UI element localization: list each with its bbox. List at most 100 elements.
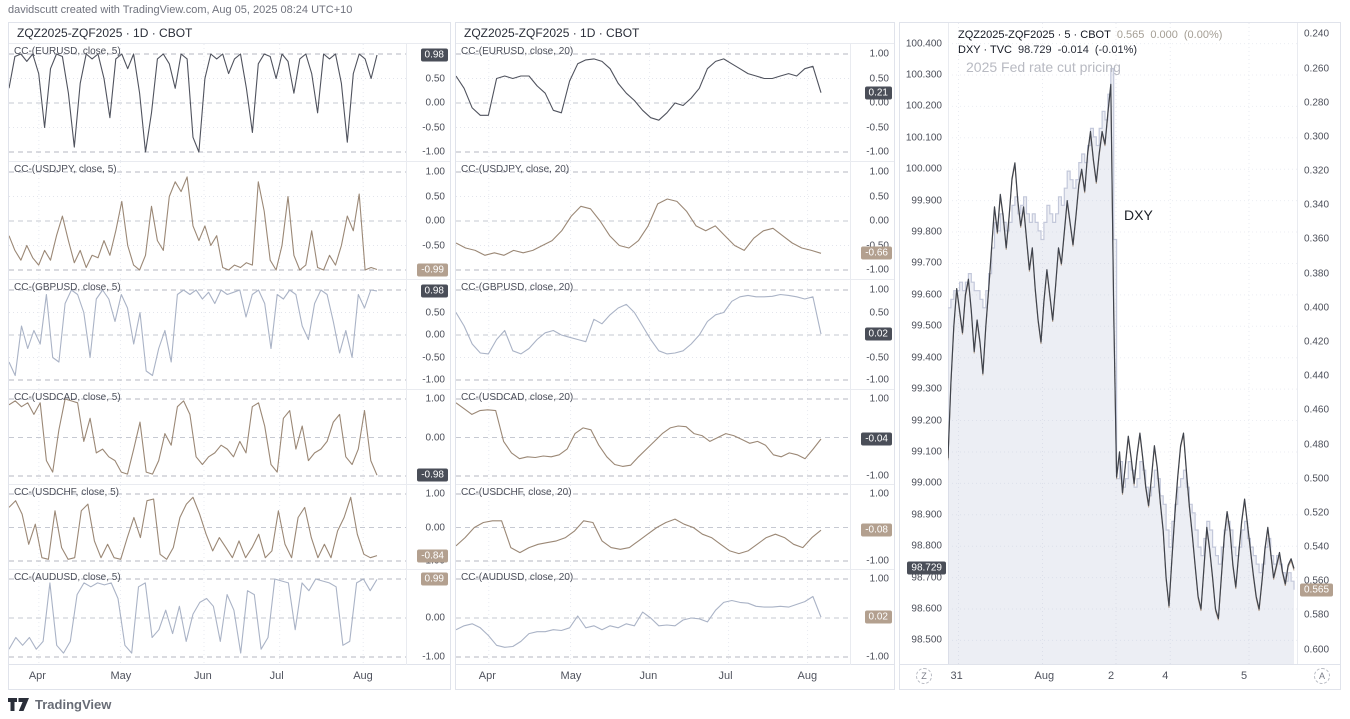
- cc-panel-6: CC-(AUDUSD, close, 5)1.000.00-1.000.99: [9, 569, 450, 666]
- cc-panel-plot[interactable]: [9, 162, 407, 280]
- time-axis-label: Aug: [353, 670, 373, 682]
- cc-panel-title: CC-(AUDUSD, close, 5): [14, 572, 121, 583]
- cc-panel-plot[interactable]: [456, 570, 851, 666]
- cc-panel-3: CC-(GBPUSD, close, 20)1.000.500.00-0.50-…: [456, 279, 894, 390]
- cc20-chart: ZQZ2025-ZQF2025 · 1D · CBOT CC-(EURUSD, …: [455, 22, 895, 690]
- time-axis-label: Jul: [718, 670, 733, 682]
- cc-value-axis[interactable]: 1.000.00-1.000.02: [850, 570, 894, 665]
- zq-last-value: 0.565: [1116, 29, 1145, 41]
- last-value-badge: -0.66: [861, 246, 892, 260]
- dxy-axis-tick: 100.400: [905, 38, 942, 50]
- dxy-axis-tick: 99.100: [911, 446, 942, 458]
- cc-value-axis[interactable]: 1.00 0.50 0.00 -0.50 -1.00 0.21: [850, 44, 894, 161]
- attribution-text: davidscutt created with TradingView.com,…: [8, 4, 353, 16]
- axis-tick-label: 0.00: [869, 97, 889, 109]
- dxy-change-pct: (-0.01%): [1094, 44, 1138, 56]
- cc-panel-plot[interactable]: [9, 485, 407, 570]
- cc-line-CC-(AUDUSD, close, 20): [456, 595, 822, 648]
- last-value-badge: -0.08: [861, 523, 892, 537]
- dxy-price-axis[interactable]: 100.400 100.300 100.200 100.100 100.000 99.90…: [900, 23, 949, 665]
- dxy-symbol-label: DXY · TVC: [958, 44, 1012, 56]
- cc-value-axis[interactable]: 1.000.00-1.00-0.04: [850, 390, 894, 484]
- zq-axis-tick: 0.580: [1304, 609, 1330, 621]
- axis-tick-label: 1.00: [425, 488, 445, 500]
- zq-change-pct: (0.00%): [1183, 29, 1223, 41]
- cc-value-axis[interactable]: 1.000.500.00-0.50-1.000.02: [850, 280, 894, 389]
- zq-axis-tick: 0.420: [1304, 336, 1330, 348]
- cc-value-axis[interactable]: 1.000.500.00-0.50-1.000.98: [406, 44, 450, 161]
- cc-panel-2: CC-(USDJPY, close, 20) 1.00 0.50 0.00 -0.50-…: [456, 161, 894, 280]
- tradingview-logo-icon: [8, 698, 29, 711]
- cc-panel-plot[interactable]: [456, 280, 851, 390]
- axis-tick-label: 0.00: [425, 215, 445, 227]
- axis-tick-label: 0.50: [869, 307, 889, 318]
- zq-axis-tick: 0.360: [1304, 233, 1330, 245]
- dxy-axis-tick: 99.800: [911, 226, 942, 238]
- cc-time-axis[interactable]: Apr May Jun Jul Aug: [456, 664, 894, 689]
- axis-tick-label: 0.00: [425, 612, 445, 624]
- cc-panel-plot[interactable]: [9, 44, 407, 162]
- axis-tick-label: 0.50: [425, 73, 445, 84]
- cc-panel-title: CC-(EURUSD, close, 5): [14, 46, 121, 57]
- intraday-time-axis[interactable]: Z A 31 Aug 2 4 5: [900, 664, 1340, 689]
- cc-panel-6: CC-(AUDUSD, close, 20)1.000.00-1.000.02: [456, 569, 894, 666]
- time-axis-label: Apr: [28, 670, 46, 682]
- cc-panel-4: CC-(USDCAD, close, 20)1.000.00-1.00-0.04: [456, 389, 894, 485]
- axis-tick-label: 1.00: [425, 166, 445, 178]
- zq-axis-tick: 0.600: [1304, 644, 1330, 656]
- cc-value-axis[interactable]: 1.00 0.50 0.00 -0.50 -1.00 -0.66: [850, 162, 894, 279]
- axis-tick-label: -1.00: [422, 651, 445, 663]
- cc-time-axis[interactable]: Apr May Jun Jul Aug: [9, 664, 450, 689]
- scroll-left-button[interactable]: Z: [916, 668, 932, 684]
- cc-value-axis[interactable]: 1.000.00-1.00-0.84: [406, 485, 450, 569]
- zq-axis-tick: 0.280: [1304, 97, 1330, 109]
- zq-axis-tick: 0.460: [1304, 404, 1330, 416]
- dxy-axis-tick: 99.300: [911, 383, 942, 395]
- axis-tick-label: -1.00: [866, 146, 889, 158]
- axis-tick-label: -0.50: [422, 240, 445, 251]
- cc-panel-1: CC-(EURUSD, close, 20) 1.00 0.50 0.00 -0.50 -…: [456, 43, 894, 162]
- cc-panel-4: CC-(USDCAD, close, 5)1.000.00-1.00-0.98: [9, 389, 450, 485]
- zq-axis-tick: 0.240: [1304, 28, 1330, 40]
- axis-tick-label: -0.50: [422, 352, 445, 363]
- axis-tick-label: 0.50: [869, 73, 889, 84]
- dxy-axis-tick: 98.600: [911, 603, 942, 615]
- axis-tick-label: 0.50: [869, 191, 889, 202]
- time-axis-label: Jun: [639, 670, 658, 682]
- zq-axis-tick: 0.340: [1304, 199, 1330, 211]
- axis-tick-label: 1.00: [869, 166, 889, 178]
- cc-panel-title: CC-(USDCHF, close, 20): [461, 487, 572, 498]
- zq-axis-tick: 0.260: [1304, 63, 1330, 75]
- cc-value-axis[interactable]: 1.000.00-1.000.99: [406, 570, 450, 665]
- cc5-chart-title: ZQZ2025-ZQF2025 · 1D · CBOT: [17, 26, 193, 40]
- zq-spread-axis[interactable]: 0.240 0.260 0.280 0.300 0.320 0.340 0.360 0.380…: [1297, 23, 1340, 665]
- cc-panel-plot[interactable]: [456, 162, 851, 280]
- cc-value-axis[interactable]: 1.000.00-1.00-0.08: [850, 485, 894, 569]
- cc-panel-plot[interactable]: [456, 44, 851, 162]
- cc-panel-plot[interactable]: [456, 390, 851, 485]
- intraday-plot-area[interactable]: [948, 23, 1298, 665]
- time-axis-label: 5: [1241, 670, 1248, 682]
- cc-value-axis[interactable]: 1.000.500.00-0.50-1.00-0.99: [406, 162, 450, 279]
- cc-panel-plot[interactable]: [9, 390, 407, 485]
- cc-value-axis[interactable]: 1.000.500.00-0.50-1.000.98: [406, 280, 450, 389]
- time-axis-label: 31: [950, 670, 963, 682]
- scroll-right-button[interactable]: A: [1314, 668, 1330, 684]
- cc-panel-title: CC-(EURUSD, close, 20): [461, 46, 574, 57]
- axis-tick-label: -1.00: [866, 470, 889, 482]
- cc-panel-plot[interactable]: [9, 280, 407, 390]
- dxy-axis-tick: 99.600: [911, 289, 942, 301]
- last-value-badge: 0.02: [864, 610, 892, 624]
- cc-panel-title: CC-(USDJPY, close, 5): [14, 164, 117, 175]
- dxy-change: -0.014: [1057, 44, 1089, 56]
- cc-panel-plot[interactable]: [9, 570, 407, 666]
- axis-tick-label: 0.50: [425, 191, 445, 202]
- dxy-axis-tick: 98.900: [911, 509, 942, 521]
- last-value-badge: -0.99: [417, 263, 448, 276]
- time-axis-label: 2: [1108, 670, 1115, 682]
- dxy-last-value: 98.729: [1018, 44, 1052, 56]
- time-axis-label: Aug: [1034, 670, 1055, 682]
- cc-value-axis[interactable]: 1.000.00-1.00-0.98: [406, 390, 450, 484]
- cc-panel-plot[interactable]: [456, 485, 851, 570]
- dxy-axis-tick: 99.700: [911, 257, 942, 269]
